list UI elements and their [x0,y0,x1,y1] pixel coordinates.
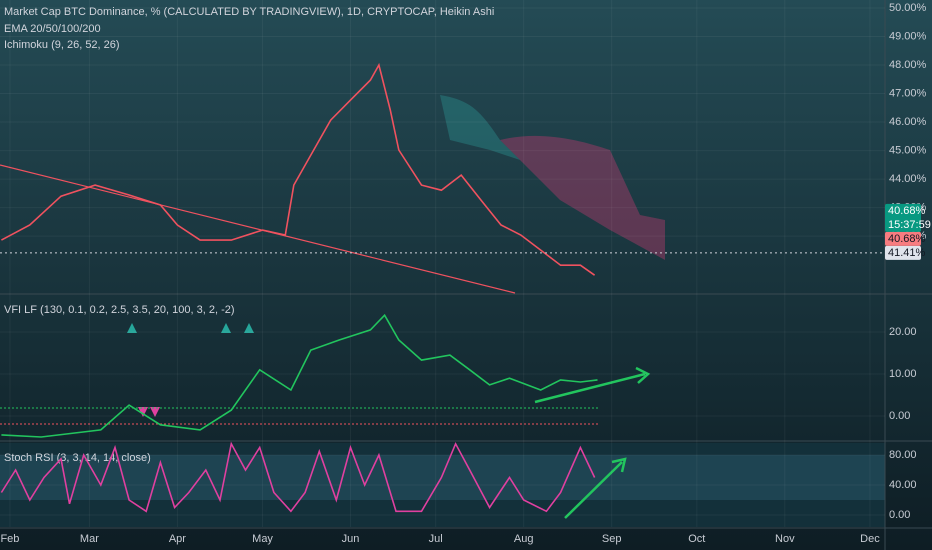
x-tick-label: Dec [860,533,880,545]
y-tick-label: 10.00 [889,368,917,380]
trend-arrow-head [611,457,627,473]
pane-bg [0,443,885,527]
ichimoku-cloud [440,95,520,160]
y-tick-label: 50.00% [889,2,927,14]
chart-title: Market Cap BTC Dominance, % (CALCULATED … [4,6,494,18]
x-tick-label: May [252,533,273,545]
y-tick-label: 20.00 [889,326,917,338]
price-label: 41.41% [888,247,926,259]
y-tick-label: 47.00% [889,87,927,99]
y-tick-label: 45.00% [889,144,927,156]
data-line [1,62,596,276]
y-tick-label: 0.00 [889,410,910,422]
trendline [0,164,516,294]
y-tick-label: 48.00% [889,59,927,71]
x-tick-label: Jun [342,533,360,545]
x-tick-label: Aug [514,533,534,545]
pane-title: VFI LF (130, 0.1, 0.2, 2.5, 3.5, 20, 100… [4,304,235,316]
x-tick-label: Jul [429,533,443,545]
indicator-label: Ichimoku (9, 26, 52, 26) [4,39,120,51]
trend-arrow-head [635,366,651,384]
ichimoku-cloud [500,135,665,260]
pane-title: Stoch RSI (3, 3, 14, 14, close) [4,452,151,464]
x-tick-label: Nov [775,533,795,545]
y-tick-label: 44.00% [889,173,927,185]
stoch-band [0,455,885,500]
indicator-label: EMA 20/50/100/200 [4,23,101,35]
y-tick-label: 49.00% [889,30,927,42]
x-tick-label: Oct [688,533,705,545]
y-tick-label: 40.00 [889,479,917,491]
countdown: 15:37:59 [888,219,931,231]
data-line [1,313,598,438]
data-line [0,441,596,513]
x-tick-label: Sep [602,533,622,545]
y-tick-label: 80.00 [889,449,917,461]
price-label-box [885,203,921,232]
x-tick-label: Apr [169,533,186,545]
price-label-box [885,231,921,246]
y-tick-label: 0.00 [889,509,910,521]
signal-marker [127,323,254,333]
price-label: 40.68% [888,205,926,217]
y-tick-label: 46.00% [889,116,927,128]
price-label-box [885,245,921,260]
trend-arrow [564,461,623,519]
x-tick-label: Feb [0,533,19,545]
price-label: 40.68% [888,233,926,245]
trend-arrow [534,372,646,404]
x-tick-label: Mar [80,533,99,545]
